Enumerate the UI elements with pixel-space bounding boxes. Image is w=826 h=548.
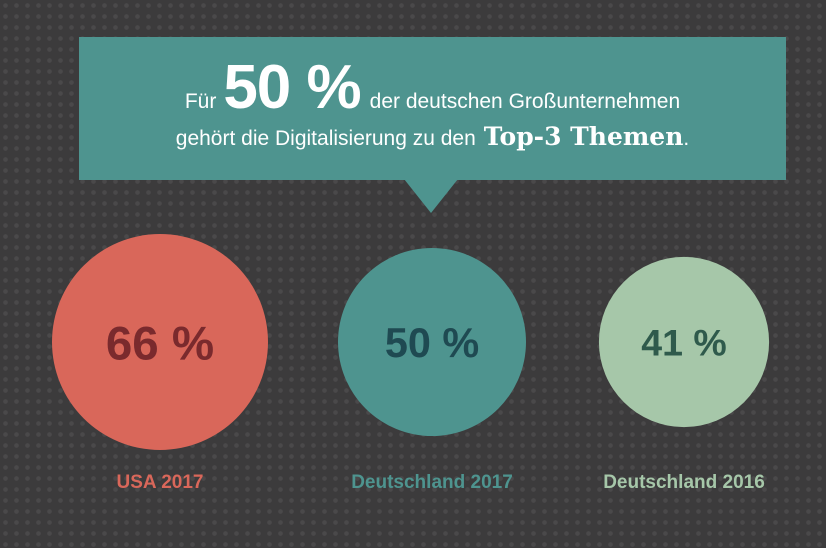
callout-line-1: Für 50 % der deutschen Großunternehmen: [79, 57, 786, 119]
bubble-0: [52, 234, 268, 450]
callout-highlight-percent: 50 %: [223, 53, 361, 122]
callout-line2-end: .: [683, 127, 690, 150]
category-label-2: Deutschland 2016: [603, 472, 765, 493]
callout-line2-bold: Top-3 Themen: [483, 122, 684, 151]
bubble-2: [598, 256, 770, 428]
bubble-value-label-0: 66 %: [106, 317, 214, 370]
bubble-1: [338, 248, 526, 436]
callout-line2-text: gehört die Digitalisierung zu den: [175, 127, 476, 150]
headline-callout: Für 50 % der deutschen Großunternehmen g…: [79, 37, 786, 180]
category-label-1: Deutschland 2017: [351, 472, 513, 493]
bubble-value-label-1: 50 %: [385, 320, 479, 366]
callout-pointer: [404, 179, 458, 213]
callout-line-2: gehört die Digitalisierung zu den Top-3 …: [79, 124, 786, 149]
bubble-value-label-2: 41 %: [641, 322, 726, 364]
callout-prefix: Für: [184, 90, 217, 113]
category-label-0: USA 2017: [117, 472, 204, 493]
callout-line1-rest: der deutschen Großunternehmen: [369, 90, 681, 113]
